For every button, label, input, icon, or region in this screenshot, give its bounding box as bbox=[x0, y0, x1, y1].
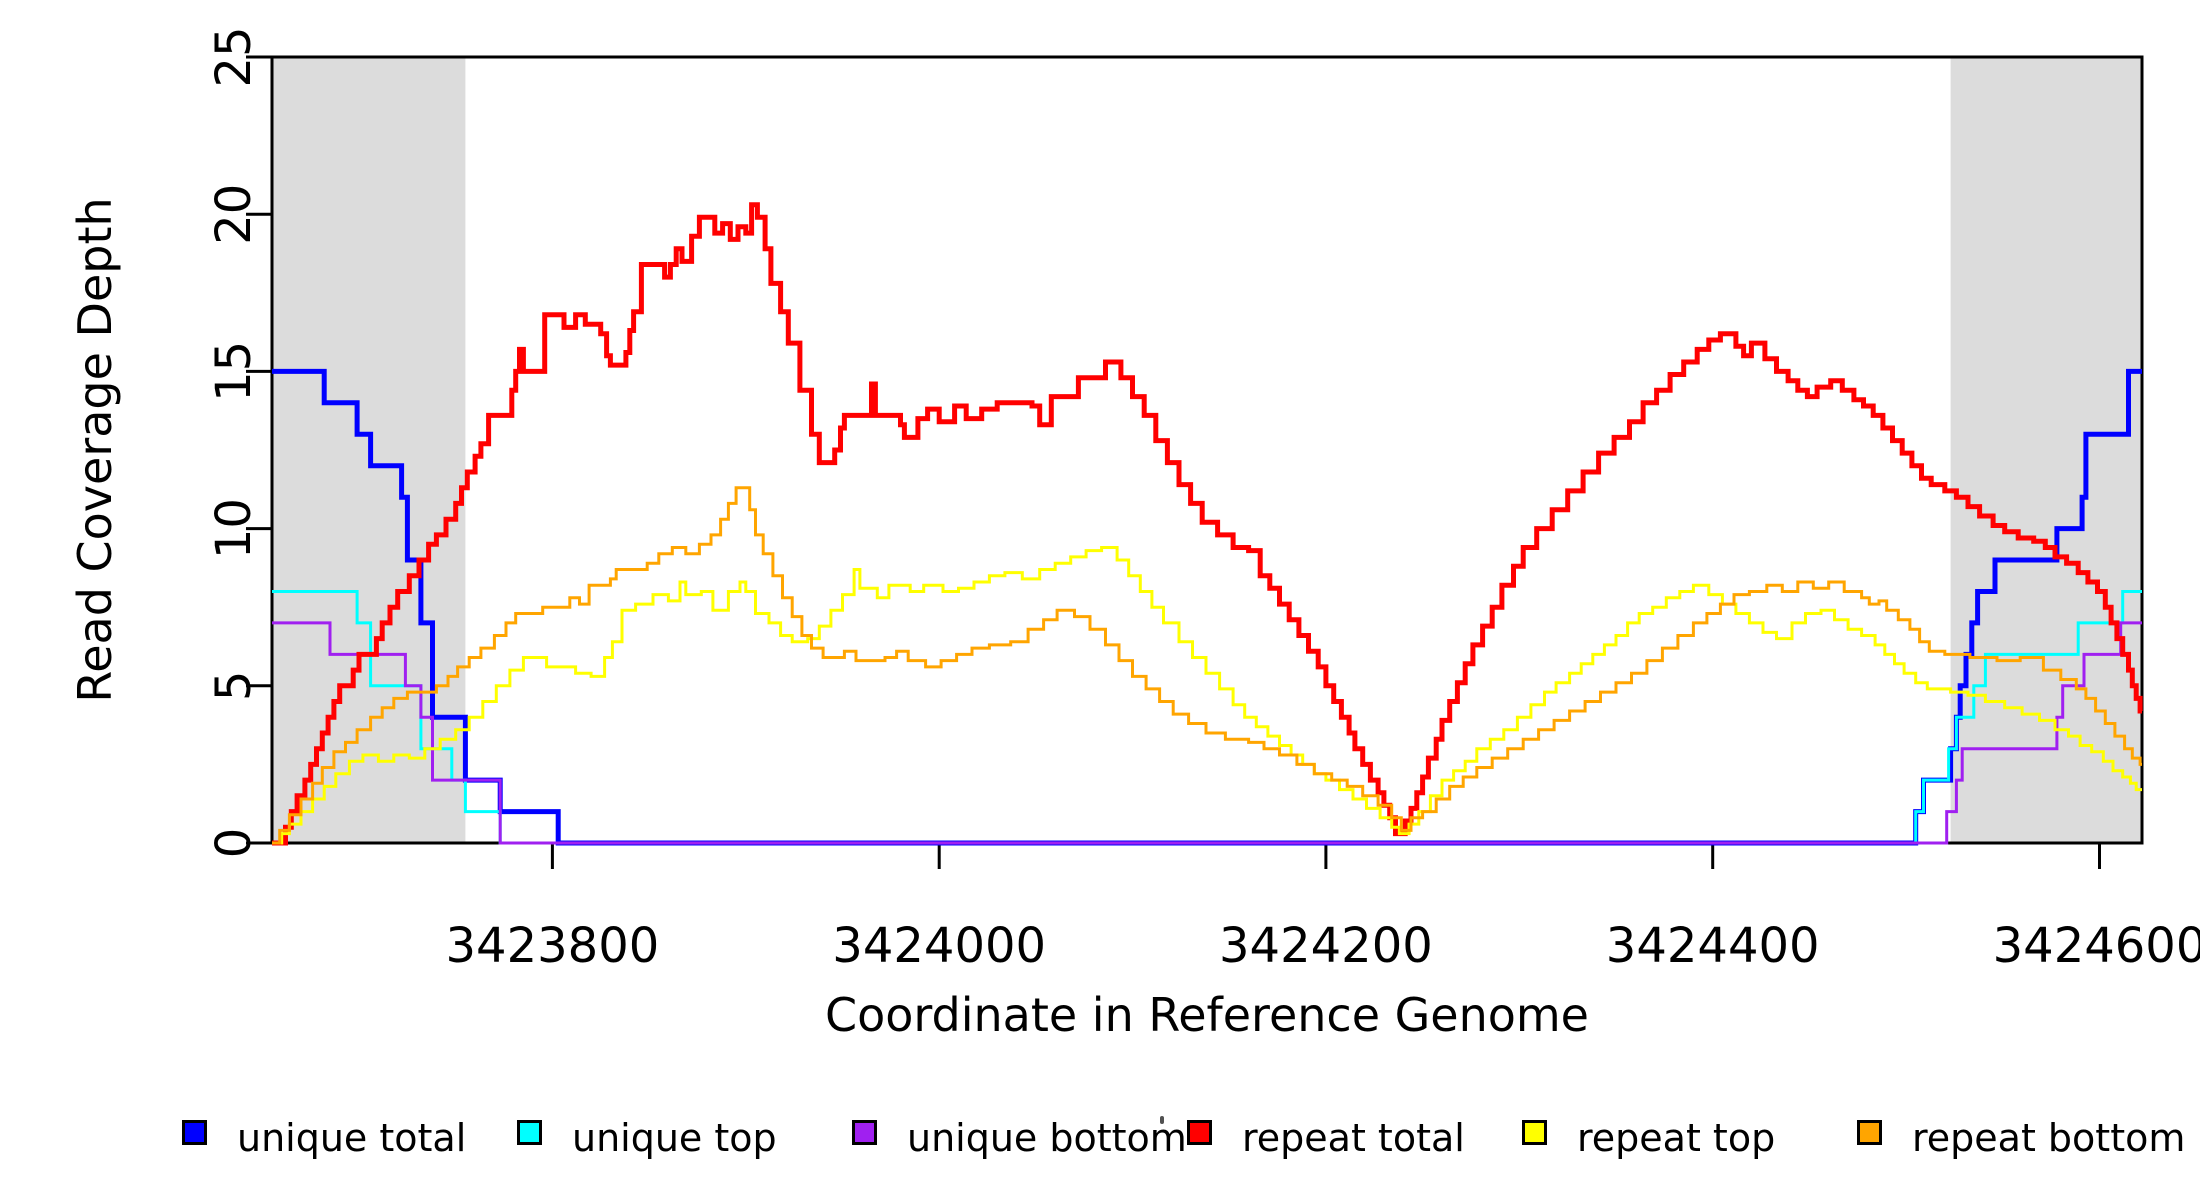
y-tick-label: 20 bbox=[206, 184, 262, 245]
legend-label: unique top bbox=[572, 1116, 777, 1160]
y-tick-label: 0 bbox=[206, 828, 262, 859]
x-tick-label: 3424000 bbox=[832, 918, 1046, 974]
legend-label: repeat bottom bbox=[1912, 1116, 2186, 1160]
right-gray-region bbox=[1950, 58, 2142, 843]
legend-swatch bbox=[1187, 1120, 1212, 1145]
series-repeat-top bbox=[272, 546, 2142, 845]
series-unique-bottom bbox=[272, 621, 2142, 845]
legend-swatch bbox=[1522, 1120, 1547, 1145]
legend-swatch bbox=[852, 1120, 877, 1145]
x-tick-label: 3424200 bbox=[1219, 918, 1433, 974]
x-tick-label: 3424600 bbox=[1993, 918, 2200, 974]
y-tick-label: 5 bbox=[206, 671, 262, 702]
plot-area: 3423800 3424000 3424200 3424400 3424600 0 5 10 1… bbox=[206, 26, 2200, 974]
legend-swatch bbox=[517, 1120, 542, 1145]
stray-mark bbox=[1160, 1116, 1164, 1124]
y-tick-label: 10 bbox=[206, 498, 262, 559]
series-repeat-bottom bbox=[272, 486, 2142, 845]
legend-label: unique total bbox=[237, 1116, 467, 1160]
x-tick-label: 3424400 bbox=[1606, 918, 1820, 974]
x-axis-label: Coordinate in Reference Genome bbox=[825, 988, 1589, 1042]
legend-swatch bbox=[182, 1120, 207, 1145]
y-tick-label: 15 bbox=[206, 341, 262, 402]
y-axis-label: Read Coverage Depth bbox=[68, 197, 122, 703]
legend-label: repeat total bbox=[1242, 1116, 1465, 1160]
series-repeat-total bbox=[272, 202, 2143, 846]
x-tick-label: 3423800 bbox=[446, 918, 660, 974]
legend-label: repeat top bbox=[1577, 1116, 1776, 1160]
legend-swatch bbox=[1857, 1120, 1882, 1145]
y-tick-label: 25 bbox=[206, 26, 262, 87]
legend-label: unique bottom bbox=[907, 1116, 1187, 1160]
